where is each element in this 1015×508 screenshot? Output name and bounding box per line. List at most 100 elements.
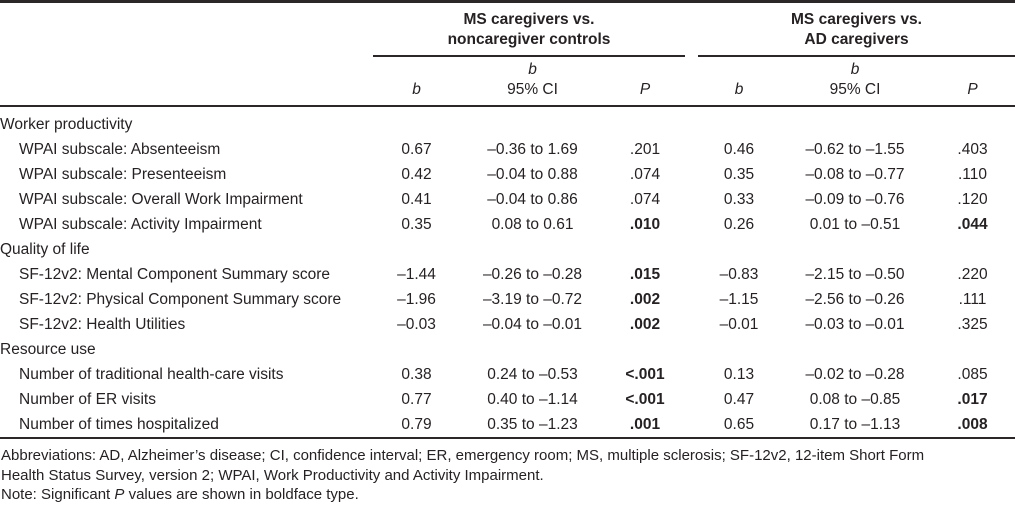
cell-p-g2: .017 [957,391,988,409]
section-row-resource-use: Resource use [0,337,1015,362]
group-gap [685,287,698,312]
group-title-line2: AD caregivers [804,31,909,49]
cell-p-g1: <.001 [625,391,665,409]
group-header-row: MS caregivers vs. noncaregiver controls … [0,1,1015,57]
col-header-b-g1: b [373,55,460,108]
cell-p-g1: .001 [605,412,685,440]
group-header-noncaregiver: MS caregivers vs. noncaregiver controls [373,1,685,57]
table-row: WPAI subscale: Absenteeism 0.67 –0.36 to… [0,137,1015,162]
group-gap [685,137,698,162]
cell-ci-g2: –0.03 to –0.01 [805,316,905,334]
column-header-row: b b 95% CI P b b 95% CI P [0,55,1015,108]
cell-ci-g1: –3.19 to –0.72 [482,291,583,309]
group-title-line2: noncaregiver controls [447,31,611,49]
cell-p-g2: .220 [957,266,988,284]
cell-b-g2: 0.13 [723,366,755,384]
cell-p-g2: .403 [957,141,988,159]
group-gap [685,312,698,337]
group-gap [685,412,698,440]
cell-ci-g1: 0.40 to –1.14 [487,391,578,409]
cell-p-g1: .002 [629,291,661,309]
col-header-p-g2: P [930,55,1015,108]
cell-p-g1: .010 [629,216,661,234]
cell-b-g2: 0.46 [723,141,755,159]
cell-p-g1: .074 [629,166,661,184]
group-gap [685,262,698,287]
cell-b-g1: 0.42 [401,166,432,184]
row-label: SF-12v2: Physical Component Summary scor… [19,291,342,309]
footnote-note: Note: Significant P values are shown in … [1,485,1013,505]
cell-p-g2: .120 [957,191,988,209]
cell-b-g1: 0.35 [401,216,432,234]
section-row-quality-of-life: Quality of life [0,237,1015,262]
corner-blank [0,2,373,56]
section-row-worker-productivity: Worker productivity [0,106,1015,137]
cell-ci-g2: –2.15 to –0.50 [805,266,905,284]
col-header-ci-g2: b 95% CI [780,55,930,108]
footnote-note-suffix: values are shown in boldface type. [124,486,359,504]
row-label: WPAI subscale: Absenteeism [19,141,221,159]
table-row: WPAI subscale: Presenteeism 0.42 –0.04 t… [0,162,1015,187]
group-header-ad-caregivers: MS caregivers vs. AD caregivers [698,1,1015,57]
row-label: Number of traditional health-care visits [19,366,284,384]
row-label: Number of ER visits [19,391,156,409]
group-gap [685,362,698,387]
table-row: Number of traditional health-care visits… [0,362,1015,387]
cell-b-g1: 0.38 [401,366,432,384]
row-label: SF-12v2: Mental Component Summary score [19,266,330,284]
cell-p-g2: .110 [957,166,988,184]
cell-b-g2: –0.83 [719,266,759,284]
cell-b-g2: 0.33 [723,191,755,209]
cell-ci-g2: –0.09 to –0.76 [805,191,905,209]
cell-p-g2: .008 [930,412,1015,440]
cell-b-g2: –0.01 [719,316,759,334]
group-title-line1: MS caregivers vs. [463,11,595,28]
label-column-header [0,55,373,108]
cell-ci-g2: –0.08 to –0.77 [805,166,905,184]
cell-p-g2: .085 [957,366,988,384]
footnote-abbreviations-line1: Abbreviations: AD, Alzheimer’s disease; … [1,447,925,465]
table-footnotes: Abbreviations: AD, Alzheimer’s disease; … [0,439,1015,505]
cell-ci-g1: 0.08 to 0.61 [491,216,574,234]
footnote-abbreviations-line2: Health Status Survey, version 2; WPAI, W… [1,466,544,484]
cell-b-g2: 0.35 [723,166,755,184]
row-label: SF-12v2: Health Utilities [19,316,186,334]
footnote-note-p-symbol: P [114,486,125,504]
cell-p-g1: .074 [629,191,661,209]
cell-ci-g1: –0.04 to 0.88 [487,166,578,184]
section-label: Resource use [0,341,96,359]
cell-ci-g1: –0.36 to 1.69 [487,141,578,159]
cell-b-g1: 0.67 [401,141,432,159]
group-title-line1: MS caregivers vs. [791,11,922,28]
group-gap [685,212,698,237]
cell-ci-g2: –0.02 to –0.28 [805,366,905,384]
cell-ci-g2: –0.62 to –1.55 [805,141,905,159]
col-header-p-g1: P [605,55,685,108]
cell-b-g1: 0.41 [401,191,432,209]
cell-p-g2: .325 [957,316,988,334]
col-header-ci-g1: b 95% CI [460,55,605,108]
cell-b-g1: 0.77 [401,391,432,409]
footnote-note-prefix: Note: Significant [1,486,115,504]
row-label: WPAI subscale: Overall Work Impairment [19,191,303,209]
row-label: WPAI subscale: Presenteeism [19,166,227,184]
ci-header-b: b [850,60,860,78]
results-table: MS caregivers vs. noncaregiver controls … [0,0,1015,440]
cell-b-g1: –0.03 [397,316,436,334]
ci-header-95ci: 95% CI [507,81,558,99]
table-row: Number of ER visits 0.77 0.40 to –1.14 <… [0,387,1015,412]
cell-ci-g1: –0.04 to 0.86 [487,191,578,209]
cell-p-g1: .201 [629,141,661,159]
cell-b-g1: –1.44 [397,266,436,284]
row-label: WPAI subscale: Activity Impairment [19,216,262,234]
group-gap [685,2,698,56]
table-row: WPAI subscale: Activity Impairment 0.35 … [0,212,1015,237]
cell-b-g2: 0.47 [723,391,755,409]
section-label: Quality of life [0,241,90,259]
cell-p-g1: .002 [629,316,661,334]
cell-ci-g2: 0.01 to –0.51 [809,216,901,234]
group-gap [685,162,698,187]
cell-ci-g1: –0.26 to –0.28 [482,266,583,284]
section-label: Worker productivity [0,116,133,134]
cell-b-g2: –1.15 [719,291,759,309]
